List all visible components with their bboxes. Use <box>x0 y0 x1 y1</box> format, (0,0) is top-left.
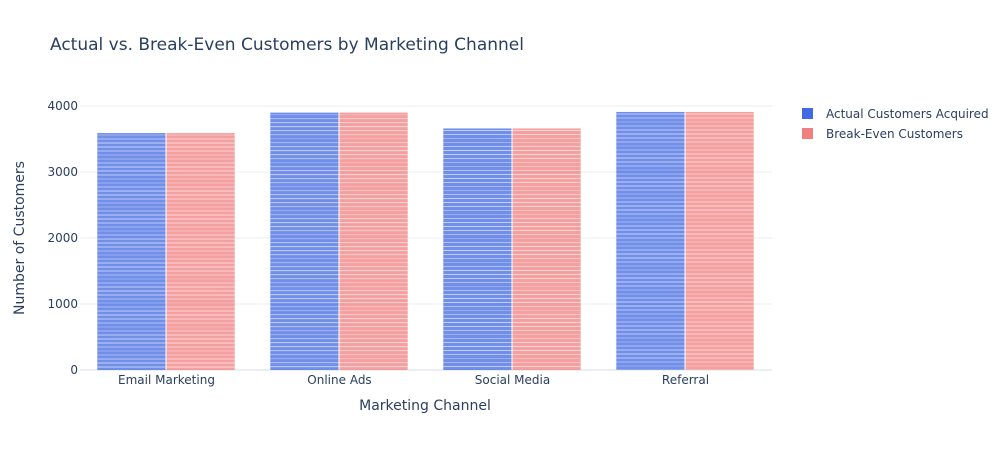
bar-fill[interactable] <box>339 112 408 370</box>
x-tick-label: Social Media <box>475 373 550 387</box>
bar-fill[interactable] <box>443 128 512 370</box>
y-tick-label: 3000 <box>47 165 78 179</box>
y-tick-label: 0 <box>70 363 78 377</box>
bar-fill[interactable] <box>97 133 166 370</box>
bar-fill[interactable] <box>512 128 581 370</box>
x-axis-title: Marketing Channel <box>359 398 491 414</box>
bar-fill[interactable] <box>616 111 685 370</box>
y-axis-ticks: 0 1000 2000 3000 4000 <box>47 99 78 377</box>
x-tick-label: Referral <box>662 373 709 387</box>
y-tick-label: 4000 <box>47 99 78 113</box>
x-tick-label: Online Ads <box>307 373 371 387</box>
bar-break-even[interactable] <box>685 111 754 371</box>
bar-break-even[interactable] <box>512 128 581 370</box>
legend-swatch-break-even[interactable] <box>802 128 813 139</box>
bars <box>97 111 754 371</box>
legend-label-actual[interactable]: Actual Customers Acquired <box>826 107 989 121</box>
x-axis-ticks: Email Marketing Online Ads Social Media Ref… <box>118 373 709 387</box>
legend[interactable]: Actual Customers Acquired Break-Even Cus… <box>802 107 989 141</box>
bar-actual[interactable] <box>616 111 685 371</box>
legend-label-break-even[interactable]: Break-Even Customers <box>826 127 963 141</box>
bar-break-even[interactable] <box>166 133 235 370</box>
chart-title: Actual vs. Break-Even Customers by Marke… <box>50 35 524 55</box>
bar-fill[interactable] <box>685 111 754 370</box>
legend-swatch-actual[interactable] <box>802 108 813 119</box>
y-axis-title: Number of Customers <box>12 161 28 315</box>
bar-fill[interactable] <box>270 112 339 370</box>
bar-break-even[interactable] <box>339 112 408 370</box>
bar-fill[interactable] <box>166 133 235 370</box>
y-tick-label: 1000 <box>47 297 78 311</box>
bar-actual[interactable] <box>443 128 512 370</box>
x-tick-label: Email Marketing <box>118 373 215 387</box>
y-tick-label: 2000 <box>47 231 78 245</box>
bar-actual[interactable] <box>270 112 339 370</box>
bar-actual[interactable] <box>97 133 166 370</box>
